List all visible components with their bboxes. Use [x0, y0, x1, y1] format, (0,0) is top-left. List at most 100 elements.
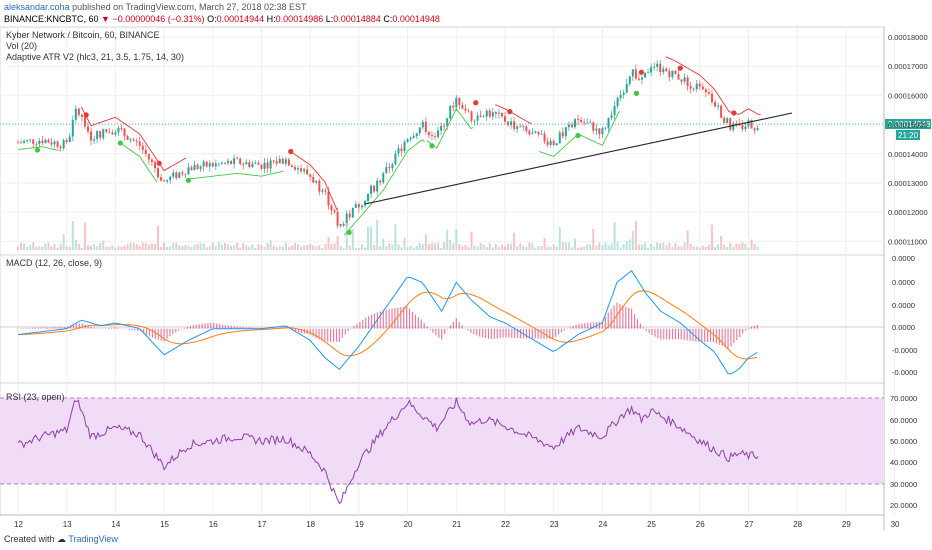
volume-bar	[373, 244, 376, 250]
author-link[interactable]: aleksandar.coha	[4, 2, 70, 12]
macd-histogram-bar	[32, 327, 34, 329]
volume-bar	[412, 247, 415, 250]
vol-indicator-label[interactable]: Vol (20)	[6, 41, 38, 51]
volume-bar	[674, 243, 677, 250]
candle-body	[150, 159, 153, 163]
volume-bar	[433, 243, 436, 250]
volume-bar	[330, 243, 333, 250]
volume-bar	[150, 243, 153, 250]
candle-body	[99, 131, 102, 138]
macd-histogram-bar	[487, 328, 490, 339]
candle-body	[622, 92, 625, 95]
macd-histogram-bar	[493, 328, 495, 339]
candle-body	[628, 76, 631, 84]
candle-body	[348, 213, 351, 218]
macd-histogram-bar	[69, 325, 72, 329]
tradingview-logo-text[interactable]: TradingView	[68, 534, 118, 544]
candle-body	[275, 161, 278, 164]
macd-histogram-bar	[312, 328, 314, 337]
candle-body	[400, 148, 403, 152]
candle-body	[287, 159, 290, 166]
macd-histogram-bar	[148, 328, 151, 337]
buy-signal-dot	[633, 90, 640, 96]
candle-body	[105, 129, 108, 132]
buy-signal-dot	[34, 147, 41, 153]
volume-bar	[564, 242, 567, 250]
macd-histogram-bar	[181, 328, 183, 330]
countdown-tag	[896, 130, 920, 140]
macd-histogram-bar	[519, 328, 522, 339]
macd-histogram-bar	[508, 328, 510, 338]
macd-histogram-bar	[654, 328, 656, 337]
volume-bar	[598, 242, 601, 250]
volume-bar	[223, 243, 226, 250]
candle-body	[720, 105, 723, 118]
macd-histogram-bar	[528, 328, 530, 339]
macd-histogram-bar	[625, 306, 627, 329]
macd-histogram-bar	[414, 314, 416, 329]
candle-body	[32, 139, 35, 144]
candle-body	[90, 131, 93, 141]
atr-indicator-label[interactable]: Adaptive ATR V2 (hlc3, 21, 3.5, 1.75, 14…	[6, 52, 184, 62]
macd-histogram-bar	[607, 312, 609, 329]
macd-histogram-bar	[560, 328, 563, 333]
candle-body	[370, 185, 373, 194]
macd-histogram-bar	[736, 328, 738, 340]
volume-bar	[363, 247, 366, 250]
candle-body	[245, 162, 248, 165]
volume-bar	[513, 232, 516, 250]
candle-body	[644, 72, 647, 78]
macd-histogram-bar	[318, 328, 320, 340]
candle-body	[683, 77, 686, 82]
volume-bar	[403, 238, 406, 250]
time-label-27: 27	[745, 520, 754, 529]
macd-title[interactable]: MACD (12, 26, close, 9)	[6, 258, 103, 268]
trend-line[interactable]	[364, 112, 793, 205]
candle-body	[360, 205, 363, 208]
volume-bar	[625, 240, 628, 250]
candle-body	[336, 211, 339, 226]
volume-bar	[409, 245, 412, 250]
volume-bar	[239, 247, 242, 250]
axis-labels: 12 13 14 15 16 17 18 19 20 21 22 23 24 25 26 27 28 29 30 0.…	[14, 33, 928, 529]
volume-bar	[32, 242, 35, 250]
volume-bar	[586, 244, 589, 250]
volume-bar	[461, 246, 464, 250]
volume-bar	[680, 246, 683, 250]
candle-body	[208, 163, 211, 167]
volume-bar	[196, 243, 199, 250]
macd-histogram-bar	[40, 327, 42, 329]
candle-body	[558, 132, 561, 144]
volume-bar	[388, 243, 391, 250]
volume-bar	[707, 244, 710, 250]
macd-histogram-bar	[490, 328, 492, 340]
volume-bar	[71, 220, 74, 250]
volume-bar	[147, 244, 150, 250]
volume-bar	[470, 231, 473, 250]
candle-body	[634, 69, 637, 79]
macd-histogram-bar	[391, 308, 393, 329]
volume-bar	[519, 243, 522, 250]
rsi-title[interactable]: RSI (23, open)	[6, 392, 65, 402]
candle-body	[80, 114, 83, 118]
macd-axis-label: -0.0000	[892, 368, 917, 377]
candle-body	[230, 160, 233, 164]
volume-bar	[415, 246, 418, 250]
candle-body	[163, 180, 166, 182]
candle-body	[574, 119, 577, 128]
volume-bar	[312, 245, 315, 250]
macd-histogram-bar	[628, 307, 630, 329]
macd-histogram-bar	[502, 328, 504, 338]
candle-body	[26, 139, 29, 141]
candle-body	[625, 83, 628, 93]
candle-body	[373, 185, 376, 192]
created-with-text: Created with	[4, 534, 55, 544]
candle-body	[516, 126, 519, 129]
candle-body	[385, 167, 388, 174]
volume-bar	[704, 246, 707, 250]
volume-bar	[321, 247, 324, 250]
macd-histogram-bar	[464, 328, 466, 329]
candle-body	[424, 121, 427, 132]
macd-histogram-bar	[403, 306, 405, 329]
